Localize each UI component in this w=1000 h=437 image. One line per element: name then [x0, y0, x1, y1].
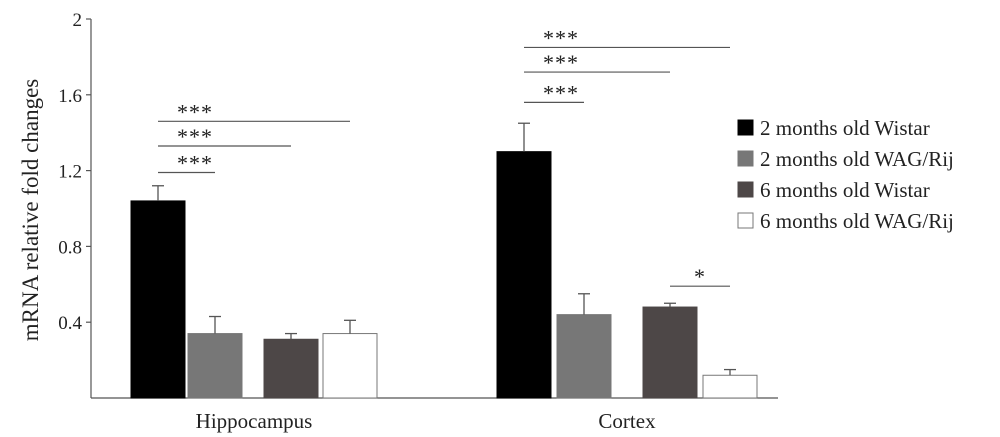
legend-label: 2 months old Wistar	[760, 116, 930, 140]
y-tick-label: 2	[73, 10, 83, 31]
y-axis-label: mRNA relative fold changes	[18, 79, 43, 342]
bar	[264, 339, 318, 398]
category-label: Cortex	[598, 409, 656, 433]
bar	[557, 315, 611, 398]
bar	[703, 375, 757, 398]
y-tick-label: 0.4	[58, 313, 82, 334]
significance-label: ***	[543, 50, 579, 75]
legend-label: 6 months old WAG/Rij	[760, 209, 954, 233]
legend-swatch	[738, 182, 753, 197]
category-labels: Hippocampus Cortex	[196, 409, 656, 433]
bar	[131, 201, 185, 398]
significance-label: ***	[543, 80, 579, 105]
y-tick-label: 1.6	[58, 86, 82, 107]
significance-label: ***	[177, 99, 213, 124]
y-tick-label: 0.8	[58, 237, 82, 258]
bar	[188, 334, 242, 398]
legend-swatch	[738, 120, 753, 135]
bar	[323, 334, 377, 398]
legend-label: 2 months old WAG/Rij	[760, 147, 954, 171]
significance-annotations: *******************	[158, 25, 730, 289]
significance-label: ***	[543, 25, 579, 50]
bars	[131, 123, 757, 398]
bar	[643, 307, 697, 398]
bar	[497, 152, 551, 398]
legend-swatch	[738, 213, 753, 228]
legend-label: 6 months old Wistar	[760, 178, 930, 202]
significance-label: ***	[177, 150, 213, 175]
category-label: Hippocampus	[196, 409, 313, 433]
legend-swatch	[738, 151, 753, 166]
significance-label: *	[694, 264, 706, 289]
y-tick-label: 1.2	[58, 162, 82, 183]
legend: 2 months old Wistar 2 months old WAG/Rij 6…	[738, 116, 954, 233]
significance-label: ***	[177, 124, 213, 149]
